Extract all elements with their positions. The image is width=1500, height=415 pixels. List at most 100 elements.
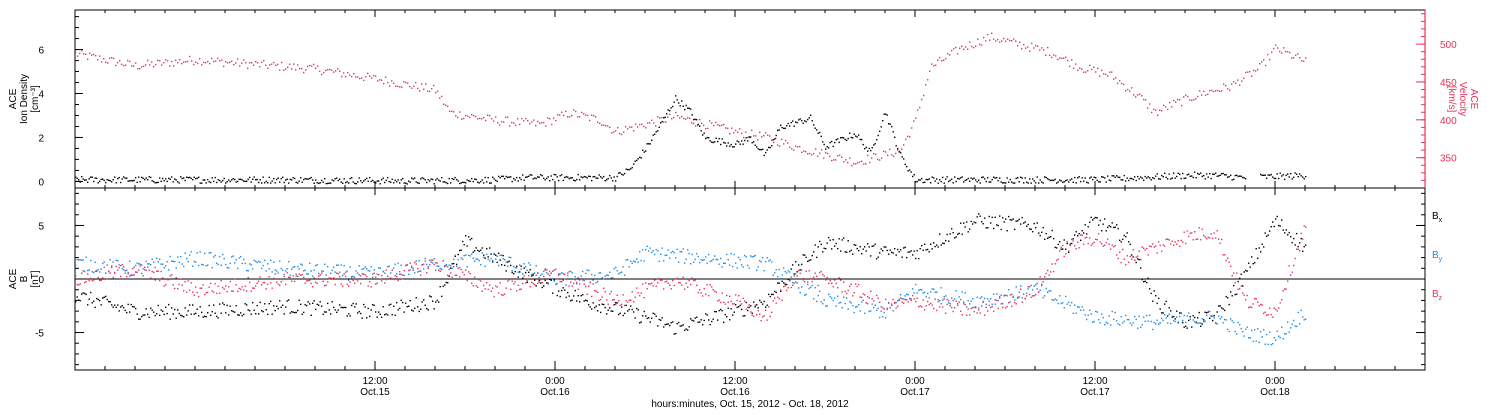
by-series-point bbox=[742, 266, 744, 268]
density-series-point bbox=[694, 118, 696, 121]
bx-series-point bbox=[1000, 228, 1002, 231]
bx-series-point bbox=[966, 221, 968, 223]
density-series-point bbox=[1074, 176, 1076, 179]
velocity-series-point bbox=[87, 58, 89, 60]
bz-series-point bbox=[466, 279, 468, 282]
by-series-point bbox=[753, 255, 755, 258]
bx-series-point bbox=[264, 303, 266, 305]
bx-series-point bbox=[262, 310, 264, 313]
bz-series-point bbox=[682, 276, 684, 278]
velocity-series-point bbox=[353, 72, 355, 75]
velocity-series-point bbox=[1189, 99, 1191, 101]
density-series-point bbox=[697, 123, 699, 126]
bx-series-point bbox=[634, 317, 636, 319]
bz-series-point bbox=[75, 274, 77, 277]
by-series-point bbox=[610, 277, 612, 279]
density-series-point bbox=[190, 177, 192, 180]
density-series-point bbox=[1099, 181, 1101, 183]
density-series-point bbox=[580, 176, 582, 178]
density-series-point bbox=[247, 178, 249, 180]
density-series-point bbox=[529, 174, 531, 176]
density-series-point bbox=[643, 151, 645, 153]
density-series-point bbox=[160, 180, 162, 182]
bx-series-point bbox=[832, 239, 834, 241]
velocity-series-point bbox=[291, 68, 293, 70]
velocity-series-point bbox=[871, 157, 873, 159]
density-series-point bbox=[1188, 173, 1190, 175]
bz-series-point bbox=[1036, 282, 1038, 285]
bx-series-point bbox=[747, 309, 749, 312]
bx-series-point bbox=[238, 314, 240, 316]
by-series-point bbox=[142, 268, 144, 270]
bx-series-point bbox=[1219, 305, 1221, 307]
by-series-point bbox=[214, 254, 216, 257]
bz-series-point bbox=[321, 272, 323, 274]
by-series-point bbox=[766, 257, 768, 259]
by-series-point bbox=[765, 261, 767, 263]
density-series-point bbox=[168, 177, 170, 180]
by-series-point bbox=[1170, 322, 1172, 325]
bx-series-point bbox=[535, 285, 537, 287]
velocity-series-point bbox=[921, 98, 923, 101]
time-tick-label-1: 0:00 bbox=[545, 376, 565, 387]
bz-series-point bbox=[1267, 314, 1269, 316]
by-series-point bbox=[898, 298, 900, 301]
bz-series-point bbox=[543, 275, 545, 278]
bz-series-point bbox=[1216, 230, 1218, 232]
bz-series-point bbox=[1096, 239, 1098, 241]
by-series-point bbox=[295, 275, 297, 277]
bz-series-point bbox=[285, 283, 287, 285]
bx-series-point bbox=[351, 304, 353, 307]
density-series-point bbox=[474, 178, 476, 180]
bx-series-point bbox=[861, 253, 863, 255]
density-series-point bbox=[1153, 177, 1155, 180]
by-series-point bbox=[837, 295, 839, 297]
velocity-series-point bbox=[949, 54, 951, 56]
bz-series-point bbox=[354, 282, 356, 284]
bx-series-point bbox=[939, 233, 941, 235]
density-series-point bbox=[1276, 173, 1278, 175]
bx-series-point bbox=[970, 220, 972, 223]
bz-series-point bbox=[1140, 259, 1142, 261]
velocity-series-point bbox=[299, 67, 301, 70]
velocity-series-point bbox=[131, 65, 133, 67]
density-series-point bbox=[354, 182, 356, 185]
velocity-series-point bbox=[869, 161, 871, 164]
velocity-series-point bbox=[951, 49, 953, 52]
density-series-point bbox=[553, 173, 555, 176]
bx-series-point bbox=[534, 279, 536, 281]
by-series-point bbox=[312, 275, 314, 277]
velocity-series-point bbox=[465, 114, 467, 117]
by-series-point bbox=[111, 266, 113, 269]
bx-series-point bbox=[901, 256, 903, 258]
bx-series-point bbox=[552, 292, 554, 294]
density-series-point bbox=[1089, 177, 1091, 179]
by-series-point bbox=[972, 298, 974, 300]
velocity-series-point bbox=[1055, 55, 1057, 57]
velocity-series-point bbox=[645, 127, 647, 129]
bz-series-point bbox=[364, 274, 366, 276]
bz-series-point bbox=[382, 271, 384, 273]
bx-series-point bbox=[168, 303, 170, 306]
bx-series-point bbox=[1041, 231, 1043, 233]
density-series-point bbox=[1305, 176, 1307, 178]
bz-series-point bbox=[912, 295, 914, 297]
bx-series-point bbox=[601, 303, 603, 305]
bx-series-point bbox=[441, 295, 443, 298]
by-series-point bbox=[261, 267, 263, 270]
velocity-series-point bbox=[987, 34, 989, 36]
bz-series-point bbox=[895, 307, 897, 309]
velocity-series-point bbox=[461, 118, 463, 120]
density-series-point bbox=[1044, 176, 1046, 178]
velocity-series-point bbox=[1125, 90, 1127, 92]
bz-series-point bbox=[1158, 241, 1160, 243]
by-series-point bbox=[954, 298, 956, 300]
by-series-point bbox=[384, 272, 386, 274]
bz-series-point bbox=[1156, 252, 1158, 254]
bx-series-point bbox=[1023, 222, 1025, 224]
by-series-point bbox=[1263, 329, 1265, 331]
bx-series-point bbox=[783, 282, 785, 284]
bz-series-point bbox=[871, 298, 873, 300]
bx-series-point bbox=[171, 307, 173, 309]
by-series-point bbox=[192, 265, 194, 267]
